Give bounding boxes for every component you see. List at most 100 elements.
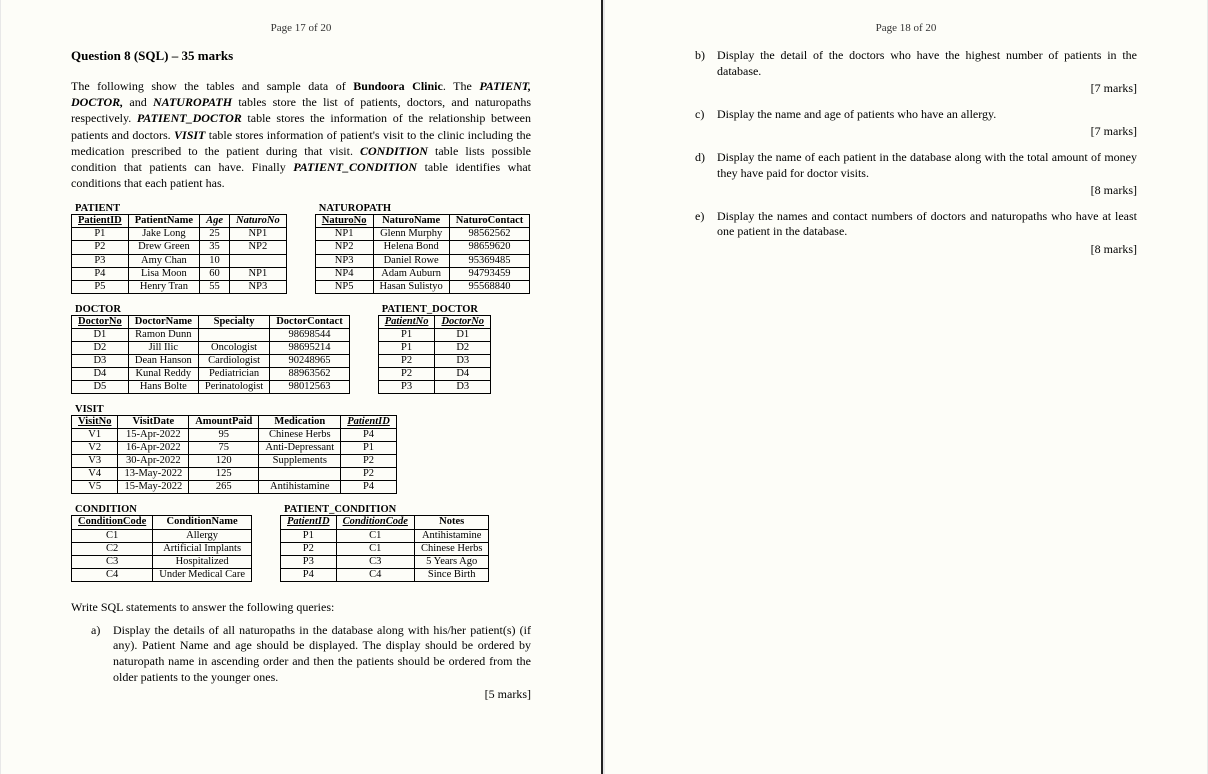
table-cell: P2	[341, 455, 397, 468]
table-row: D3Dean HansonCardiologist90248965	[72, 354, 350, 367]
table-cell: V3	[72, 455, 118, 468]
table-header: PatientID	[280, 516, 336, 529]
table-cell: NP1	[230, 267, 287, 280]
table-row: C4Under Medical Care	[72, 568, 252, 581]
question-label: c)	[695, 107, 717, 140]
question-list-right: b) Display the detail of the doctors who…	[675, 48, 1137, 258]
table-cell: P1	[378, 328, 435, 341]
table-row: V413-May-2022125P2	[72, 468, 397, 481]
table-cell	[230, 254, 287, 267]
table-cell: D3	[435, 354, 491, 367]
patient-doctor-table-block: PATIENT_DOCTOR PatientNoDoctorNoP1D1P1D2…	[378, 304, 491, 394]
table-cell: 75	[189, 442, 259, 455]
table-cell: NP5	[315, 280, 373, 293]
patient-table-block: PATIENT PatientIDPatientNameAgeNaturoNoP…	[71, 203, 287, 293]
question-text: Display the names and contact numbers of…	[717, 209, 1137, 239]
table-row: NP1Glenn Murphy98562562	[315, 228, 530, 241]
table-cell: C3	[72, 555, 153, 568]
table-row: P3C35 Years Ago	[280, 555, 488, 568]
table-cell: NP2	[315, 241, 373, 254]
table-cell: Glenn Murphy	[373, 228, 449, 241]
table-header: DoctorName	[128, 315, 198, 328]
query-prompt: Write SQL statements to answer the follo…	[71, 600, 531, 615]
question-label: a)	[91, 623, 113, 703]
table-header: DoctorNo	[435, 315, 491, 328]
table-cell: 120	[189, 455, 259, 468]
table-title: PATIENT_DOCTOR	[378, 304, 491, 315]
table-cell: 95369485	[449, 254, 529, 267]
question-text: Display the name and age of patients who…	[717, 107, 996, 121]
table-cell: NP2	[230, 241, 287, 254]
table-row-2: DOCTOR DoctorNoDoctorNameSpecialtyDoctor…	[71, 304, 531, 394]
table-cell: D1	[72, 328, 129, 341]
table-row: V115-Apr-202295Chinese HerbsP4	[72, 429, 397, 442]
table-row: P2D3	[378, 354, 490, 367]
table-row: P4Lisa Moon60NP1	[72, 267, 287, 280]
table-row: P3Amy Chan10	[72, 254, 287, 267]
table-cell: Lisa Moon	[128, 267, 199, 280]
condition-table-block: CONDITION ConditionCodeConditionNameC1Al…	[71, 504, 252, 581]
table-cell: 15-May-2022	[118, 481, 189, 494]
table-cell: P4	[280, 568, 336, 581]
intro-text: The following show the tables and sample…	[71, 79, 353, 93]
table-cell: Helena Bond	[373, 241, 449, 254]
table-cell: 25	[200, 228, 230, 241]
table-cell: V2	[72, 442, 118, 455]
table-cell: V1	[72, 429, 118, 442]
table-cell: 125	[189, 468, 259, 481]
table-row: P1D2	[378, 341, 490, 354]
table-row: P4C4Since Birth	[280, 568, 488, 581]
table-cell: Dean Hanson	[128, 354, 198, 367]
table-header: PatientName	[128, 215, 199, 228]
table-row: D5Hans BoltePerinatologist98012563	[72, 381, 350, 394]
condition-table: ConditionCodeConditionNameC1AllergyC2Art…	[71, 515, 252, 581]
table-cell: 265	[189, 481, 259, 494]
table-cell: 35	[200, 241, 230, 254]
table-title: DOCTOR	[71, 304, 350, 315]
question-label: b)	[695, 48, 717, 97]
table-cell: Under Medical Care	[153, 568, 252, 581]
table-header: ConditionCode	[72, 516, 153, 529]
question-a: a) Display the details of all naturopath…	[91, 623, 531, 703]
question-e: e) Display the names and contact numbers…	[695, 209, 1137, 258]
table-row: C1Allergy	[72, 529, 252, 542]
table-row: P5Henry Tran55NP3	[72, 280, 287, 293]
table-cell: NP3	[315, 254, 373, 267]
table-header: PatientID	[72, 215, 129, 228]
table-cell: Jake Long	[128, 228, 199, 241]
question-b: b) Display the detail of the doctors who…	[695, 48, 1137, 97]
table-cell: D3	[72, 354, 129, 367]
table-cell: V5	[72, 481, 118, 494]
table-cell: D4	[72, 367, 129, 380]
table-row: V216-Apr-202275Anti-DepressantP1	[72, 442, 397, 455]
question-marks: [8 marks]	[717, 242, 1137, 258]
table-cell: Anti-Depressant	[259, 442, 341, 455]
intro-text: . The	[443, 79, 479, 93]
table-cell: 30-Apr-2022	[118, 455, 189, 468]
question-header: Question 8 (SQL) – 35 marks	[71, 48, 531, 64]
table-cell: 98659620	[449, 241, 529, 254]
naturopath-table-block: NATUROPATH NaturoNoNaturoNameNaturoConta…	[315, 203, 531, 293]
table-cell	[259, 468, 341, 481]
table-cell: 60	[200, 267, 230, 280]
table-cell: P2	[378, 354, 435, 367]
table-cell: Antihistamine	[414, 529, 489, 542]
table-header: NaturoNo	[315, 215, 373, 228]
table-cell: D2	[435, 341, 491, 354]
table-cell: Hasan Sulistyo	[373, 280, 449, 293]
table-row: P1Jake Long25NP1	[72, 228, 287, 241]
table-cell: Artificial Implants	[153, 542, 252, 555]
patient-condition-table: PatientIDConditionCodeNotesP1C1Antihista…	[280, 515, 489, 581]
question-text: Display the name of each patient in the …	[717, 150, 1137, 180]
table-header: Specialty	[198, 315, 269, 328]
table-row: NP4Adam Auburn94793459	[315, 267, 530, 280]
table-title: NATUROPATH	[315, 203, 531, 214]
table-cell: C2	[72, 542, 153, 555]
table-cell: C1	[72, 529, 153, 542]
table-cell: D2	[72, 341, 129, 354]
table-cell: P4	[72, 267, 129, 280]
table-title: PATIENT	[71, 203, 287, 214]
table-cell: D5	[72, 381, 129, 394]
table-cell: P1	[341, 442, 397, 455]
question-marks: [8 marks]	[717, 183, 1137, 199]
